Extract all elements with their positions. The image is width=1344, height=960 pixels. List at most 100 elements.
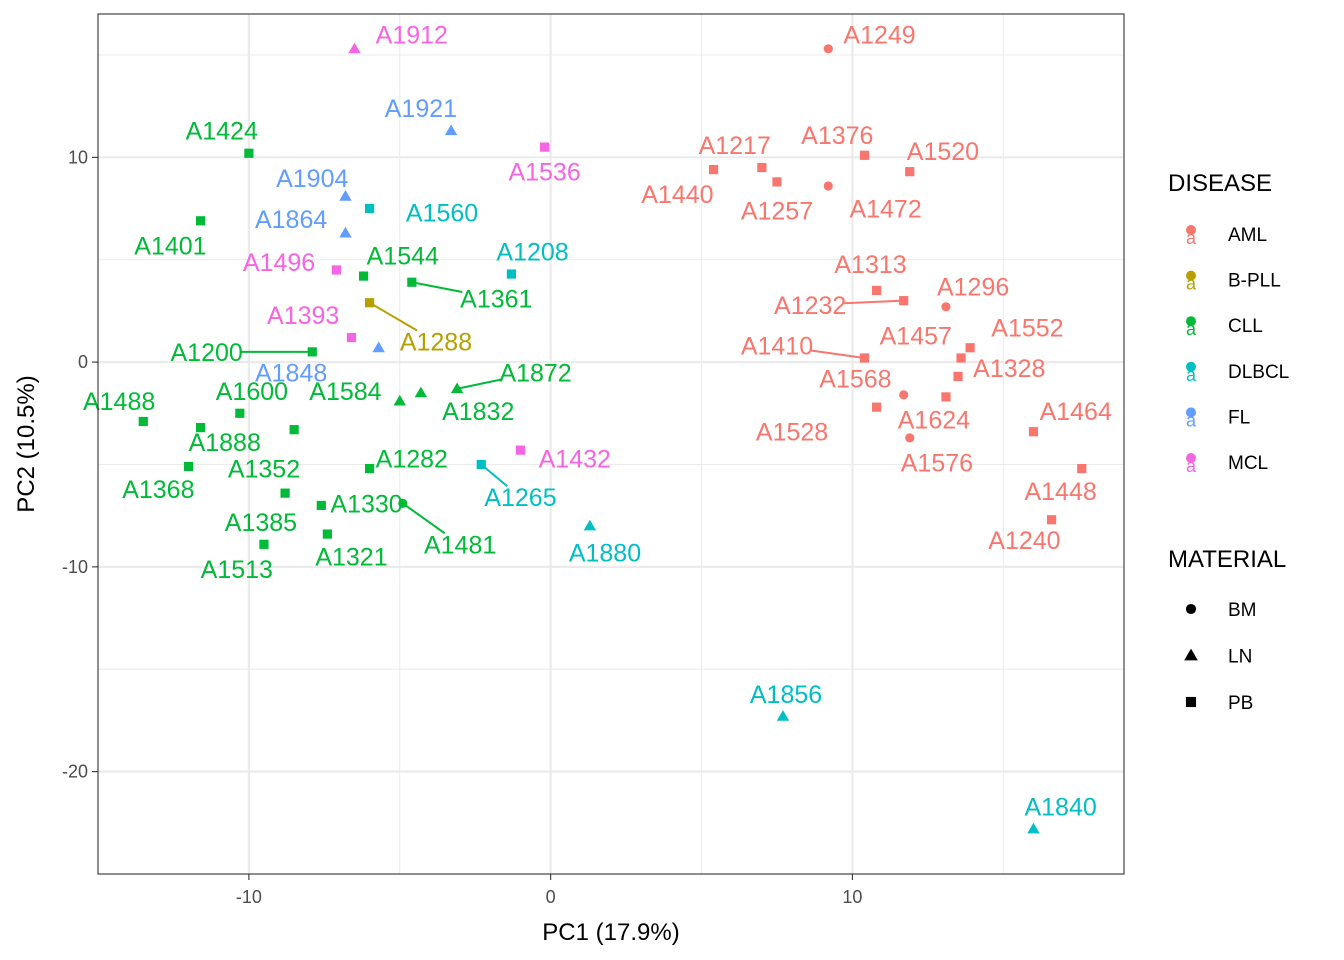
data-point xyxy=(871,402,882,412)
x-axis-ticks: -10 0 10 xyxy=(236,874,862,907)
point-label: A1880 xyxy=(569,540,641,568)
point-label: A1257 xyxy=(741,198,813,226)
data-point xyxy=(899,296,909,306)
point-label: A1568 xyxy=(819,365,891,393)
data-point xyxy=(757,162,767,173)
data-point xyxy=(823,44,833,54)
leader-line xyxy=(844,299,904,305)
y-tick-label: -10 xyxy=(62,557,88,577)
legend-disease-key-point xyxy=(1186,270,1196,281)
point-label: A1200 xyxy=(170,339,242,367)
data-point xyxy=(1028,427,1039,437)
legend-disease-title: DISEASE xyxy=(1168,170,1272,197)
data-point xyxy=(289,425,299,435)
y-tick-label: 10 xyxy=(68,147,88,167)
data-point xyxy=(941,392,951,402)
legend-disease-key-point xyxy=(1186,225,1196,235)
point-label: A1481 xyxy=(424,531,496,559)
data-point xyxy=(941,302,951,312)
data-point xyxy=(450,382,464,394)
data-point xyxy=(871,285,882,296)
leader-line xyxy=(411,281,463,294)
point-label: A1393 xyxy=(267,302,339,330)
legend-disease-key-glyph: a xyxy=(1186,274,1197,294)
legend-material-label: BM xyxy=(1228,600,1257,621)
point-label: A1376 xyxy=(801,122,873,150)
point-label: A1856 xyxy=(750,681,822,709)
data-point xyxy=(407,277,417,287)
data-point xyxy=(364,463,375,474)
leader-line xyxy=(810,349,865,359)
data-point xyxy=(235,408,245,418)
data-point xyxy=(364,298,375,308)
point-label: A1464 xyxy=(1040,398,1112,426)
legend-disease: DISEASE a AML a B-PLL a CLL a DLBCL a FL a MCL xyxy=(1168,170,1289,476)
legend-disease-key-point xyxy=(1186,407,1196,418)
y-axis-title: PC2 (10.5%) xyxy=(13,375,40,512)
point-label: A1488 xyxy=(83,388,155,416)
data-point xyxy=(476,459,486,470)
legend-disease-key-glyph: a xyxy=(1186,456,1197,476)
point-label: A1282 xyxy=(376,445,448,473)
leader-line xyxy=(402,502,446,535)
x-tick-label: -10 xyxy=(236,887,262,907)
point-label: A1361 xyxy=(460,286,532,314)
point-label: A1296 xyxy=(937,273,1009,301)
point-label: A1840 xyxy=(1024,793,1096,821)
point-label: A1584 xyxy=(309,378,381,406)
point-label: A1528 xyxy=(756,419,828,447)
legend-disease-label: B-PLL xyxy=(1228,271,1281,292)
point-label: A1520 xyxy=(907,138,979,166)
point-label: A1513 xyxy=(201,556,273,584)
data-point xyxy=(709,165,719,175)
data-point xyxy=(346,332,357,343)
point-label: A1848 xyxy=(255,359,327,387)
data-point xyxy=(339,226,352,238)
point-label: A1208 xyxy=(496,239,568,267)
x-axis-title: PC1 (17.9%) xyxy=(542,919,679,946)
point-label: A1624 xyxy=(898,406,970,434)
legend-material: MATERIAL BM LN PB xyxy=(1168,546,1286,714)
point-label: A1864 xyxy=(255,206,327,234)
data-point xyxy=(316,500,326,511)
data-point xyxy=(414,386,428,398)
point-label: A1457 xyxy=(880,322,952,350)
point-label: A1352 xyxy=(228,456,300,484)
point-label: A1576 xyxy=(901,449,973,477)
data-point xyxy=(899,390,909,400)
point-label: A1872 xyxy=(499,359,571,387)
point-label: A1600 xyxy=(216,378,288,406)
point-label: A1265 xyxy=(484,484,556,512)
data-points xyxy=(138,42,1087,834)
grid-lines xyxy=(97,14,1124,875)
point-label: A1536 xyxy=(508,159,580,187)
point-label: A1401 xyxy=(134,232,206,260)
point-label: A1330 xyxy=(330,490,402,518)
point-label: A1888 xyxy=(189,429,261,457)
data-point xyxy=(772,177,782,187)
leader-line xyxy=(369,301,418,332)
data-point xyxy=(339,190,352,201)
data-point xyxy=(444,124,458,136)
point-label: A1921 xyxy=(385,95,457,123)
data-point xyxy=(307,347,317,357)
legend-disease-key-glyph: a xyxy=(1186,410,1197,430)
legend-disease-key-point xyxy=(1186,361,1196,372)
data-point xyxy=(583,519,597,531)
data-point xyxy=(905,167,915,177)
point-label: A1321 xyxy=(315,544,387,572)
point-label: A1424 xyxy=(186,118,258,146)
point-label: A1496 xyxy=(243,249,315,277)
y-tick-label: -20 xyxy=(62,762,88,782)
data-point xyxy=(358,271,369,281)
legend-disease-key-point xyxy=(1186,453,1196,463)
data-point xyxy=(138,416,148,427)
point-label: A1385 xyxy=(225,509,297,537)
legend-disease-label: MCL xyxy=(1228,453,1268,474)
legend-material-items: BM LN PB xyxy=(1184,600,1257,714)
point-label: A1440 xyxy=(641,181,713,209)
point-label: A1410 xyxy=(741,333,813,361)
x-tick-label: 0 xyxy=(546,887,556,907)
legend-disease-label: DLBCL xyxy=(1228,362,1289,383)
